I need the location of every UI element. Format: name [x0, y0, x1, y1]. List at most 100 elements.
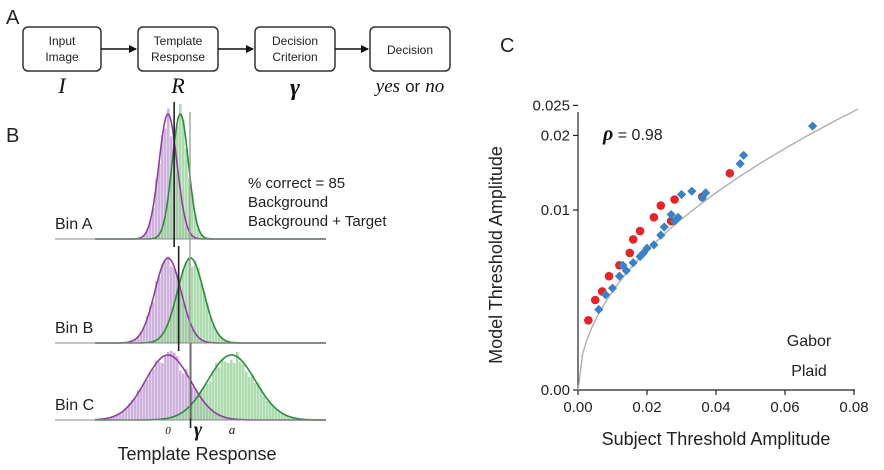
bg-bar	[107, 417, 110, 420]
target-bar	[164, 329, 167, 343]
target-bar	[233, 362, 236, 420]
bg-bar	[152, 369, 155, 420]
target-bar	[287, 416, 290, 420]
flow-box-decision-label: Decision	[387, 43, 433, 57]
legend-plaid: Plaid	[791, 363, 827, 380]
plaid-point	[659, 222, 669, 232]
gabor-point	[656, 201, 666, 210]
target-bar	[239, 361, 242, 420]
bg-bar	[137, 336, 140, 343]
bg-bar	[185, 369, 188, 420]
bg-bar	[110, 417, 113, 420]
target-bar	[248, 376, 251, 420]
target-bar	[182, 119, 185, 239]
target-bar	[293, 418, 296, 420]
plaid-point	[670, 216, 680, 226]
target-bar	[188, 406, 191, 420]
histogram-x-label: Template Response	[117, 444, 276, 464]
bg-bar	[143, 326, 146, 343]
gabor-point	[604, 271, 614, 281]
flow-symbol-no: no	[425, 76, 444, 97]
plaid-point	[649, 240, 659, 250]
target-bar	[254, 382, 257, 420]
bg-bar	[167, 108, 170, 239]
target-bar	[221, 359, 224, 420]
x-ticks: 0.00 0.02 0.04 0.06 0.08	[563, 390, 869, 416]
percent-correct-label: % correct = 85	[248, 175, 345, 192]
gabor-point	[584, 315, 593, 325]
target-bar	[179, 104, 182, 239]
bg-bar	[146, 379, 149, 420]
target-bar	[221, 338, 224, 343]
target-bar	[176, 289, 179, 343]
bin-label: Bin B	[55, 320, 93, 337]
bg-bar	[158, 361, 161, 420]
y-tick-label: 0.00	[541, 382, 570, 399]
target-bar	[209, 381, 212, 420]
target-bar	[197, 397, 200, 420]
bg-bar	[140, 331, 143, 343]
bg-bar	[164, 260, 167, 343]
x-tick-label: 0.04	[701, 399, 730, 416]
bg-bar	[140, 389, 143, 420]
target-bar	[170, 313, 173, 343]
target-bar	[194, 260, 197, 343]
scatter-points	[584, 121, 818, 325]
x-tick-zero: 0	[165, 425, 171, 437]
target-bar	[197, 227, 200, 239]
bg-bar	[167, 256, 170, 343]
bg-bar	[152, 301, 155, 343]
bg-bar	[146, 315, 149, 343]
flow-decision-output: yes or no	[374, 76, 444, 97]
target-bar	[215, 330, 218, 343]
bg-bar	[131, 340, 134, 343]
identity-line-path	[577, 108, 859, 391]
target-bar	[263, 395, 266, 420]
bg-bar	[122, 410, 125, 420]
plaid-point	[594, 304, 604, 315]
flow-box-input-line2: Image	[45, 50, 79, 64]
plaid-point	[701, 188, 711, 198]
target-bar	[161, 334, 164, 343]
bg-bar	[170, 350, 173, 420]
target-bar	[212, 370, 215, 420]
target-bar	[266, 400, 269, 420]
bg-bar	[161, 135, 164, 239]
bg-bar	[143, 382, 146, 420]
target-bar	[158, 233, 161, 239]
flow-box-template-line2: Response	[151, 50, 205, 64]
target-bar	[194, 399, 197, 420]
plaid-point	[614, 271, 624, 281]
target-bar	[200, 234, 203, 239]
bg-bar	[119, 412, 122, 420]
target-bar	[161, 228, 164, 239]
target-bar	[209, 316, 212, 343]
plaid-point	[735, 159, 745, 169]
bg-bar	[134, 398, 137, 420]
x-tick-label: 0.00	[563, 399, 592, 416]
plaid-point	[673, 212, 683, 222]
target-bar	[206, 302, 209, 343]
bg-bar	[158, 277, 161, 343]
target-bar	[200, 389, 203, 420]
target-bar	[212, 324, 215, 343]
bg-bar	[161, 363, 164, 420]
plaid-point	[601, 290, 611, 300]
bg-bar	[149, 306, 152, 343]
target-bar	[179, 278, 182, 343]
scatter-x-label: Subject Threshold Amplitude	[602, 429, 831, 449]
target-bar	[242, 363, 245, 420]
target-bar	[281, 412, 284, 420]
flow-box-decision	[369, 26, 451, 72]
legend-background-target: Background + Target	[248, 213, 387, 230]
x-tick-label: 0.08	[839, 399, 868, 416]
target-bar	[251, 374, 254, 420]
flow-box-template-line1: Template	[154, 34, 203, 48]
target-bar	[167, 196, 170, 239]
flow-symbol-or: or	[405, 77, 420, 96]
x-tick-gamma: γ	[194, 419, 203, 441]
plaid-point	[642, 243, 652, 253]
rho-value: = 0.98	[613, 127, 662, 144]
target-bar	[182, 411, 185, 420]
